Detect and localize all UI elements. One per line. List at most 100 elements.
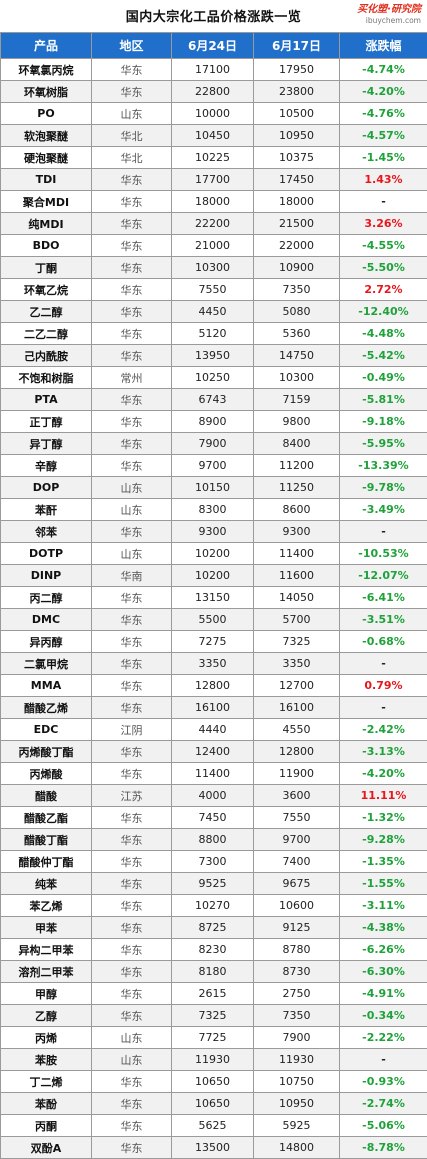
product-cell: BDO: [1, 235, 92, 257]
price-date-1-cell: 4000: [172, 785, 254, 807]
change-cell: -3.13%: [340, 741, 427, 763]
price-date-1-cell: 7275: [172, 631, 254, 653]
region-cell: 华东: [92, 587, 172, 609]
region-cell: 华北: [92, 147, 172, 169]
change-cell: -13.39%: [340, 455, 427, 477]
region-cell: 华东: [92, 411, 172, 433]
product-cell: 不饱和树脂: [1, 367, 92, 389]
price-date-1-cell: 7725: [172, 1027, 254, 1049]
region-cell: 华东: [92, 213, 172, 235]
region-cell: 山东: [92, 1027, 172, 1049]
product-cell: 苯乙烯: [1, 895, 92, 917]
product-cell: DOTP: [1, 543, 92, 565]
change-cell: -4.38%: [340, 917, 427, 939]
price-date-2-cell: 11600: [254, 565, 340, 587]
region-cell: 华东: [92, 323, 172, 345]
change-cell: -: [340, 1049, 427, 1071]
price-date-2-cell: 12800: [254, 741, 340, 763]
price-date-1-cell: 8180: [172, 961, 254, 983]
region-cell: 华东: [92, 763, 172, 785]
product-cell: 双酚A: [1, 1137, 92, 1159]
price-change-sheet: 国内大宗化工品价格涨跌一览 买化塑·研究院 ibuychem.com 产品 地区…: [0, 0, 427, 1080]
region-cell: 华东: [92, 851, 172, 873]
price-date-2-cell: 8730: [254, 961, 340, 983]
price-date-1-cell: 10150: [172, 477, 254, 499]
product-cell: 丙二醇: [1, 587, 92, 609]
column-header-product: 产品: [1, 33, 92, 59]
region-cell: 华东: [92, 455, 172, 477]
region-cell: 华东: [92, 1115, 172, 1137]
product-cell: DINP: [1, 565, 92, 587]
price-date-2-cell: 5360: [254, 323, 340, 345]
price-date-2-cell: 8780: [254, 939, 340, 961]
price-date-1-cell: 8725: [172, 917, 254, 939]
region-cell: 华东: [92, 829, 172, 851]
column-header-region: 地区: [92, 33, 172, 59]
price-date-1-cell: 10225: [172, 147, 254, 169]
change-cell: -3.49%: [340, 499, 427, 521]
region-cell: 常州: [92, 367, 172, 389]
change-cell: -5.42%: [340, 345, 427, 367]
column-header-change: 涨跌幅: [340, 33, 427, 59]
price-date-2-cell: 16100: [254, 697, 340, 719]
change-cell: -8.78%: [340, 1137, 427, 1159]
price-date-1-cell: 7325: [172, 1005, 254, 1027]
product-cell: 异构二甲苯: [1, 939, 92, 961]
product-cell: 丁二烯: [1, 1071, 92, 1093]
price-date-2-cell: 21500: [254, 213, 340, 235]
change-cell: -2.22%: [340, 1027, 427, 1049]
change-cell: 0.79%: [340, 675, 427, 697]
price-date-1-cell: 10650: [172, 1093, 254, 1115]
region-cell: 华东: [92, 169, 172, 191]
price-date-2-cell: 10375: [254, 147, 340, 169]
change-cell: -0.68%: [340, 631, 427, 653]
change-cell: -4.20%: [340, 763, 427, 785]
product-cell: 醋酸乙酯: [1, 807, 92, 829]
price-date-1-cell: 11930: [172, 1049, 254, 1071]
region-cell: 江苏: [92, 785, 172, 807]
price-date-1-cell: 7300: [172, 851, 254, 873]
price-date-1-cell: 5500: [172, 609, 254, 631]
change-cell: -10.53%: [340, 543, 427, 565]
price-date-1-cell: 17700: [172, 169, 254, 191]
change-cell: -9.18%: [340, 411, 427, 433]
region-cell: 华南: [92, 565, 172, 587]
price-date-2-cell: 22000: [254, 235, 340, 257]
price-date-2-cell: 5700: [254, 609, 340, 631]
region-cell: 华东: [92, 59, 172, 81]
price-date-1-cell: 3350: [172, 653, 254, 675]
region-cell: 江阴: [92, 719, 172, 741]
price-date-2-cell: 9675: [254, 873, 340, 895]
price-date-1-cell: 10300: [172, 257, 254, 279]
price-date-2-cell: 7550: [254, 807, 340, 829]
change-cell: -6.26%: [340, 939, 427, 961]
product-cell: DOP: [1, 477, 92, 499]
region-cell: 山东: [92, 543, 172, 565]
price-date-2-cell: 9300: [254, 521, 340, 543]
change-cell: -4.76%: [340, 103, 427, 125]
product-cell: EDC: [1, 719, 92, 741]
price-date-1-cell: 12400: [172, 741, 254, 763]
price-date-2-cell: 14800: [254, 1137, 340, 1159]
